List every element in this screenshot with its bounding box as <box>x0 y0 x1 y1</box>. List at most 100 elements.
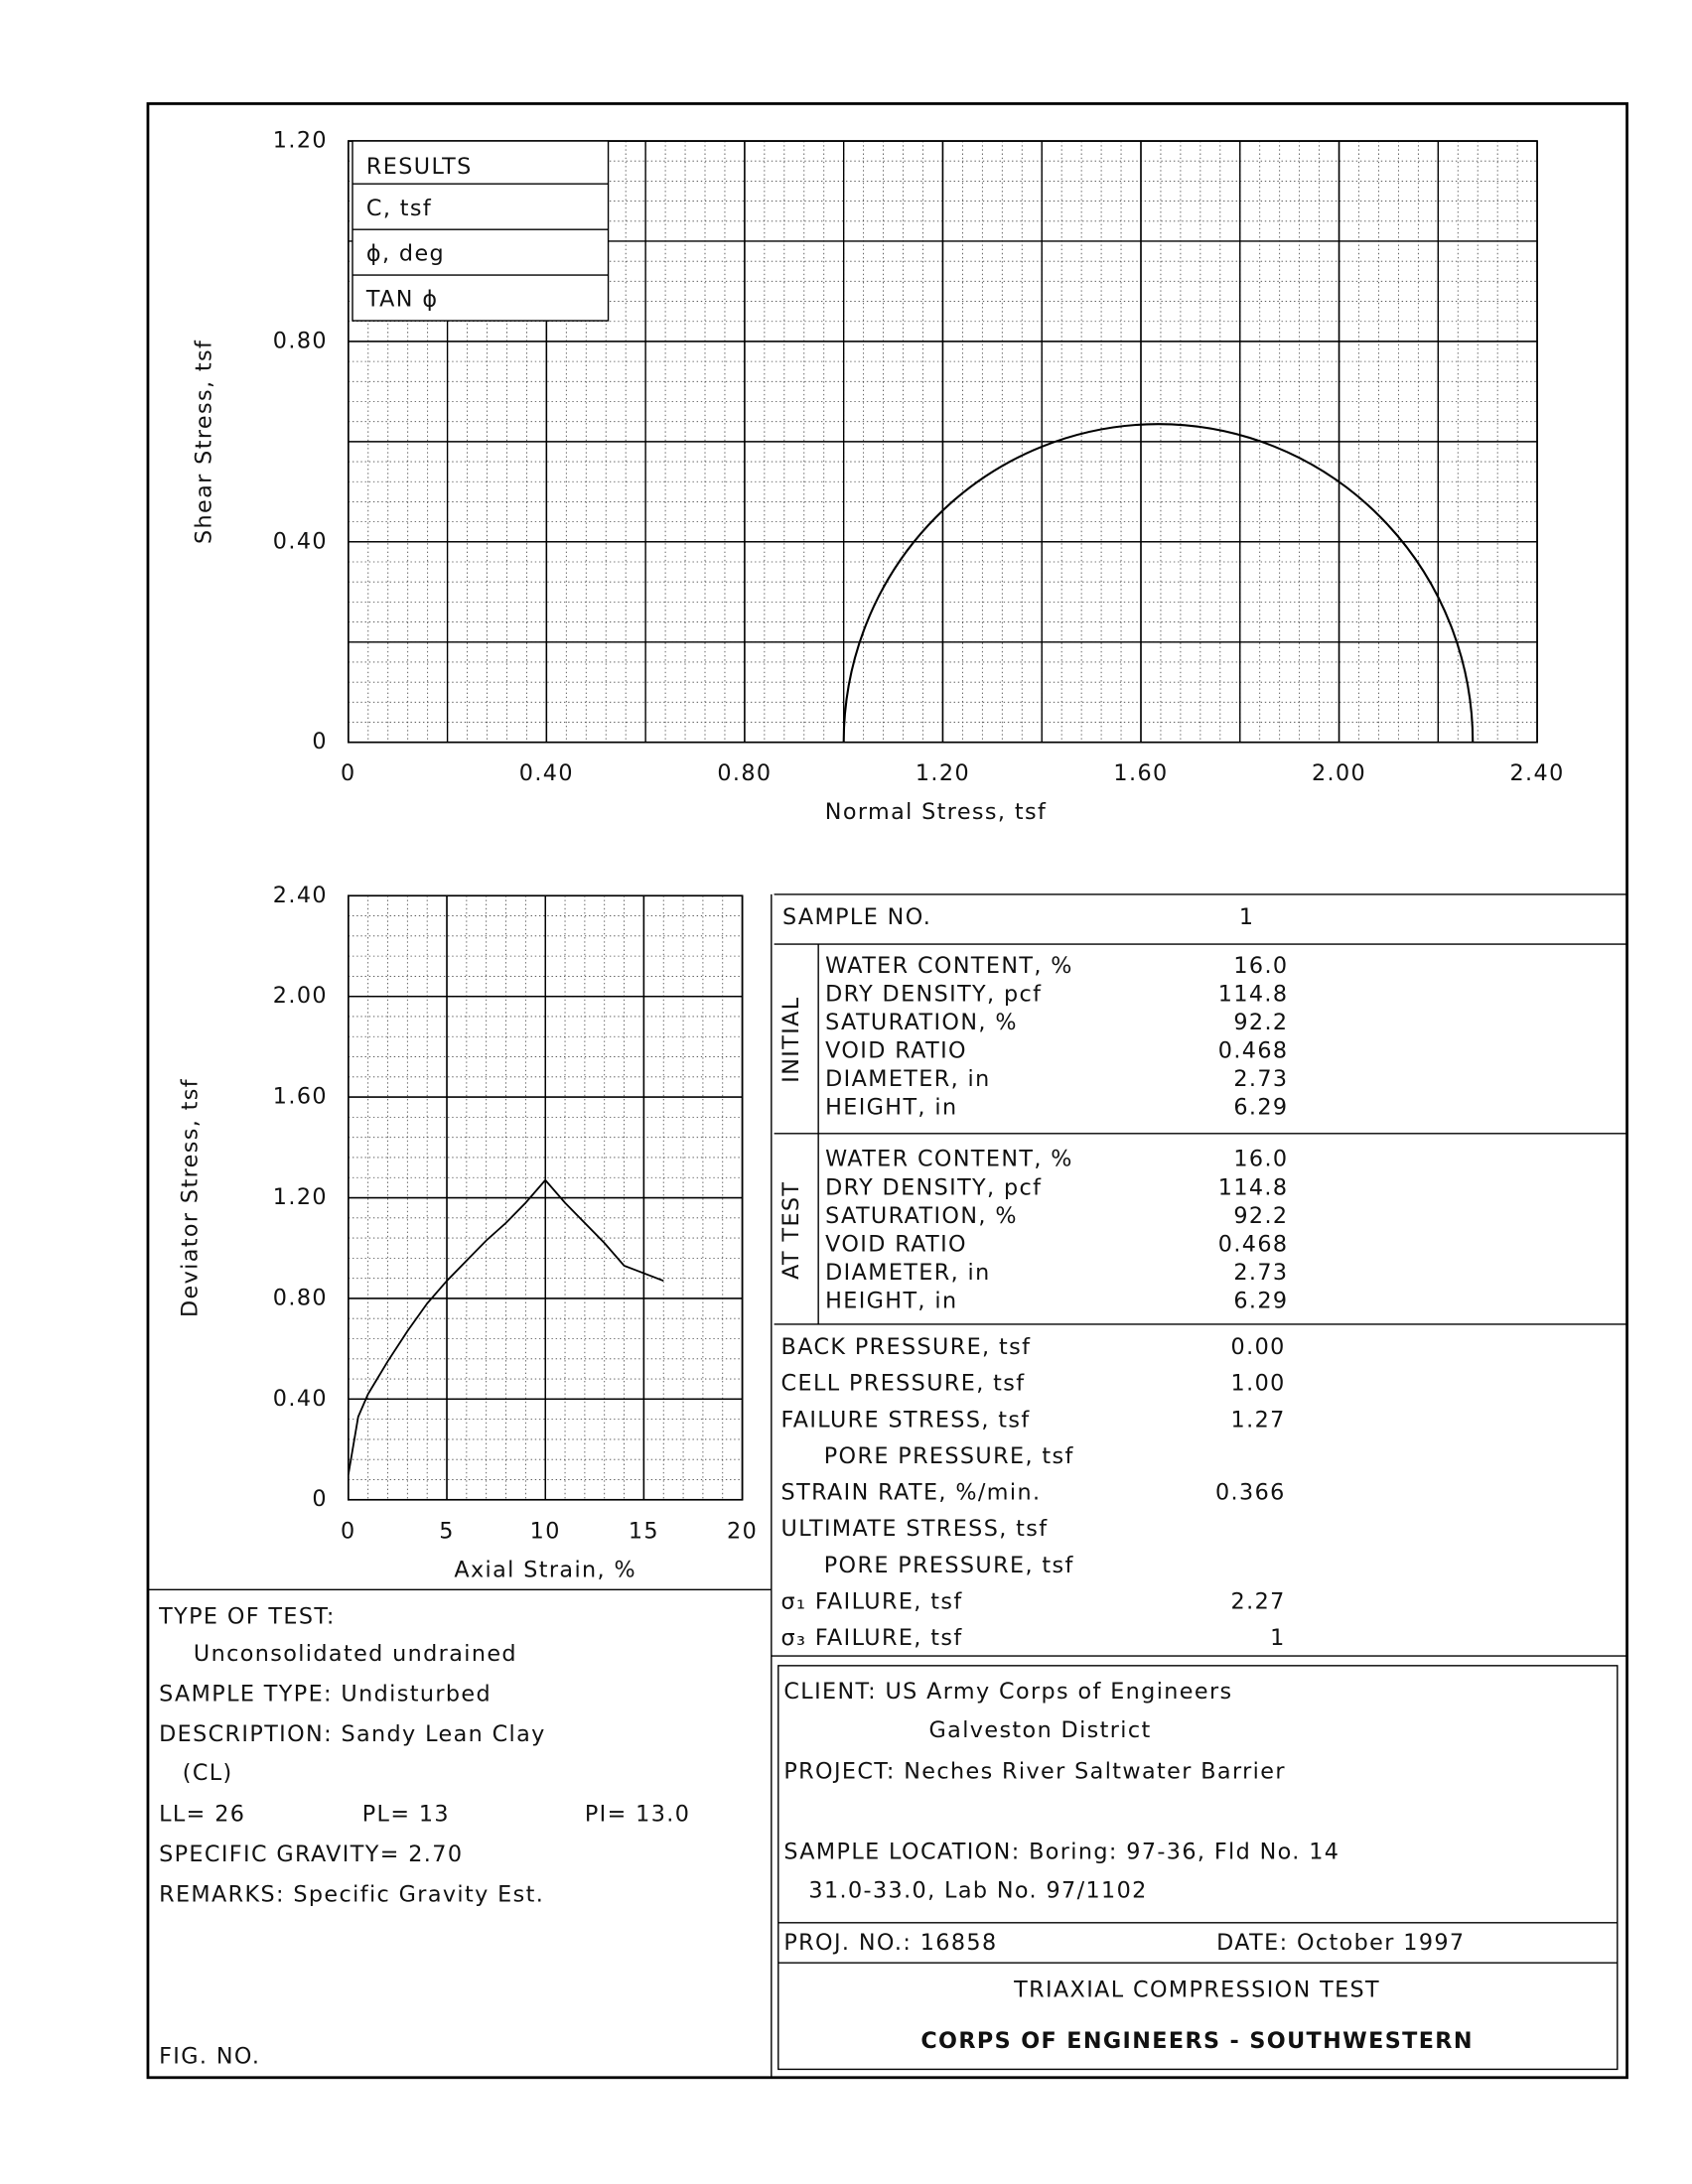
property-label: VOID RATIO <box>825 1231 967 1257</box>
plot-frame <box>347 894 744 1501</box>
property-value: 0.468 <box>1218 1231 1289 1257</box>
test-label: ULTIMATE STRESS, tsf <box>781 1516 1049 1542</box>
y-tick-label: 0.80 <box>273 328 328 353</box>
property-value: 16.0 <box>1233 953 1288 979</box>
x-tick-label: 2.40 <box>1510 760 1565 786</box>
x-tick-label: 15 <box>629 1518 659 1544</box>
specimen-text: SAMPLE TYPE: Undisturbed <box>159 1682 492 1707</box>
property-value: 16.0 <box>1233 1147 1288 1172</box>
y-tick-label: 0 <box>312 729 328 754</box>
project-text: PROJECT: Neches River Saltwater Barrier <box>783 1759 1286 1785</box>
x-tick-label: 20 <box>727 1518 758 1544</box>
specimen-text: (CL) <box>183 1760 233 1786</box>
x-tick-label: 0 <box>341 1518 356 1544</box>
property-label: HEIGHT, in <box>825 1095 957 1121</box>
results-row: ϕ, deg <box>366 241 445 267</box>
organization: CORPS OF ENGINEERS - SOUTHWESTERN <box>920 2028 1474 2054</box>
x-tick-label: 1.60 <box>1113 760 1168 786</box>
x-tick-label: 2.00 <box>1312 760 1366 786</box>
project-text: CLIENT: US Army Corps of Engineers <box>783 1679 1232 1705</box>
property-value: 92.2 <box>1233 1010 1288 1035</box>
property-label: DIAMETER, in <box>825 1260 991 1286</box>
test-value: 0.366 <box>1215 1480 1286 1506</box>
project-text: 31.0-33.0, Lab No. 97/1102 <box>808 1877 1147 1903</box>
property-value: 6.29 <box>1233 1095 1288 1121</box>
page-frame <box>146 102 1628 2080</box>
test-value: 1.00 <box>1231 1371 1286 1397</box>
test-value: 0.00 <box>1231 1334 1286 1360</box>
x-axis-title: Axial Strain, % <box>454 1557 636 1582</box>
block-label: INITIAL <box>778 996 804 1082</box>
property-label: HEIGHT, in <box>825 1288 957 1313</box>
mohr-circle <box>842 423 1475 743</box>
specimen-text: REMARKS: Specific Gravity Est. <box>159 1881 544 1907</box>
test-label: σ₃ FAILURE, tsf <box>781 1625 963 1651</box>
y-tick-label: 0.40 <box>273 528 328 554</box>
results-row: TAN ϕ <box>365 287 438 313</box>
test-label: FAILURE STRESS, tsf <box>781 1407 1031 1433</box>
property-value: 2.73 <box>1233 1066 1288 1092</box>
stress-strain-curve <box>347 1178 664 1475</box>
project-text: PROJ. NO.: 16858 <box>783 1930 997 1956</box>
test-label: CELL PRESSURE, tsf <box>781 1371 1026 1397</box>
block-label: AT TEST <box>778 1181 804 1280</box>
property-label: SATURATION, % <box>825 1203 1018 1229</box>
test-label: PORE PRESSURE, tsf <box>824 1553 1074 1578</box>
x-tick-label: 5 <box>439 1518 455 1544</box>
property-value: 114.8 <box>1218 981 1289 1007</box>
plot-frame <box>347 140 1538 744</box>
property-label: WATER CONTENT, % <box>825 1147 1073 1172</box>
test-label: σ₁ FAILURE, tsf <box>781 1588 963 1614</box>
specimen-text: DESCRIPTION: Sandy Lean Clay <box>159 1721 546 1747</box>
project-text: DATE: October 1997 <box>1216 1930 1465 1956</box>
property-value: 114.8 <box>1218 1174 1289 1200</box>
y-tick-label: 1.60 <box>273 1084 328 1110</box>
y-tick-label: 1.20 <box>273 1184 328 1210</box>
property-label: VOID RATIO <box>825 1037 967 1063</box>
y-tick-label: 0.80 <box>273 1285 328 1310</box>
y-tick-label: 2.00 <box>273 983 328 1009</box>
x-tick-label: 0 <box>341 760 356 786</box>
x-tick-label: 0.40 <box>519 760 574 786</box>
specimen-text: SPECIFIC GRAVITY= 2.70 <box>159 1842 463 1867</box>
property-label: WATER CONTENT, % <box>825 953 1073 979</box>
y-axis-title: Shear Stress, tsf <box>192 340 217 544</box>
project-box <box>777 1665 1619 2071</box>
sample-no-label: SAMPLE NO. <box>782 904 931 930</box>
results-title: RESULTS <box>366 154 473 180</box>
property-value: 2.73 <box>1233 1260 1288 1286</box>
property-label: DIAMETER, in <box>825 1066 991 1092</box>
results-row: C, tsf <box>366 196 432 221</box>
property-value: 6.29 <box>1233 1288 1288 1313</box>
test-label: PORE PRESSURE, tsf <box>824 1443 1074 1469</box>
x-tick-label: 1.20 <box>916 760 970 786</box>
specimen-text: LL= 26 <box>159 1802 245 1828</box>
property-value: 92.2 <box>1233 1203 1288 1229</box>
test-label: STRAIN RATE, %/min. <box>781 1480 1042 1506</box>
property-label: SATURATION, % <box>825 1010 1018 1035</box>
test-value: 1 <box>1270 1625 1286 1651</box>
property-label: DRY DENSITY, pcf <box>825 1174 1042 1200</box>
x-tick-label: 0.80 <box>717 760 772 786</box>
specimen-text: Unconsolidated undrained <box>194 1641 517 1667</box>
y-axis-title: Deviator Stress, tsf <box>178 1078 204 1317</box>
project-text: Galveston District <box>929 1717 1152 1743</box>
property-label: DRY DENSITY, pcf <box>825 981 1042 1007</box>
specimen-text: PL= 13 <box>362 1802 450 1828</box>
fig-no: FIG. NO. <box>159 2043 260 2069</box>
y-tick-label: 0 <box>312 1486 328 1512</box>
test-label: BACK PRESSURE, tsf <box>781 1334 1032 1360</box>
results-box <box>352 140 610 322</box>
sample-no: 1 <box>1239 904 1255 930</box>
specimen-text: TYPE OF TEST: <box>158 1604 336 1630</box>
test-value: 1.27 <box>1231 1407 1286 1433</box>
project-text: SAMPLE LOCATION: Boring: 97-36, Fld No. … <box>783 1839 1340 1864</box>
test-title: TRIAXIAL COMPRESSION TEST <box>1013 1978 1380 2003</box>
x-axis-title: Normal Stress, tsf <box>825 799 1047 825</box>
y-tick-label: 1.20 <box>273 128 328 154</box>
y-tick-label: 0.40 <box>273 1386 328 1412</box>
y-tick-label: 2.40 <box>273 883 328 908</box>
specimen-text: PI= 13.0 <box>585 1802 690 1828</box>
